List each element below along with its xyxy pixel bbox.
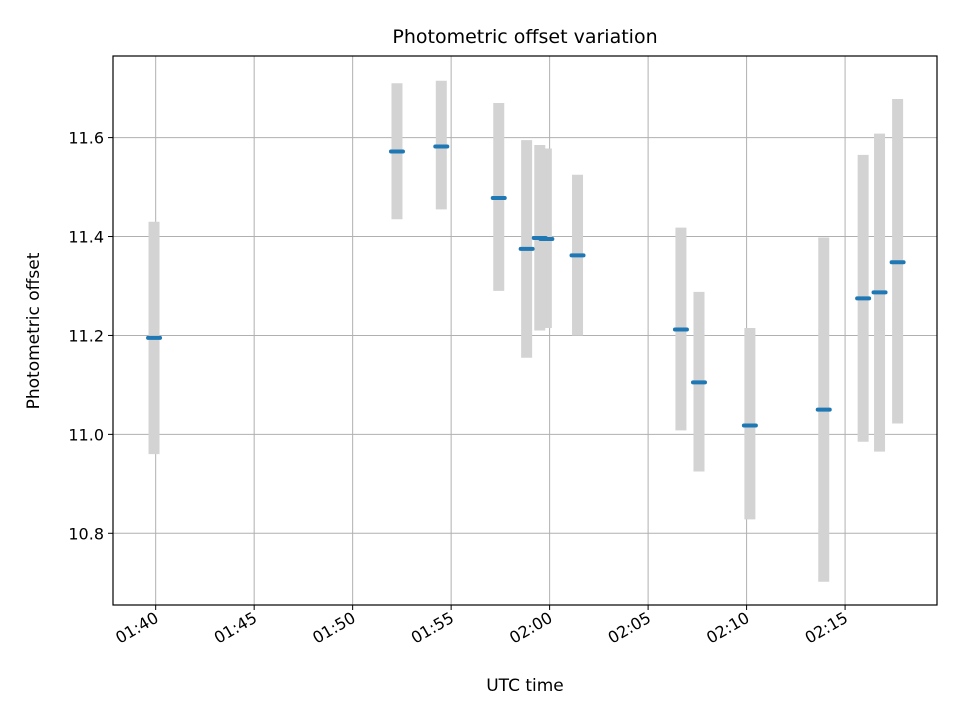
data-points bbox=[146, 144, 906, 428]
plot-frame bbox=[112, 55, 938, 606]
chart-title: Photometric offset variation bbox=[392, 26, 657, 48]
y-axis-label: Photometric offset bbox=[24, 252, 44, 409]
y-tick-label: 11.6 bbox=[68, 129, 104, 148]
y-tick-label: 11.0 bbox=[68, 425, 104, 444]
x-axis-label: UTC time bbox=[486, 676, 564, 696]
y-tick-label: 10.8 bbox=[68, 524, 104, 543]
y-tick-label: 11.4 bbox=[68, 228, 104, 247]
y-tick-label: 11.2 bbox=[68, 326, 104, 345]
y-axis-ticks: 10.8 11.0 11.2 11.4 11.6 bbox=[68, 129, 113, 543]
